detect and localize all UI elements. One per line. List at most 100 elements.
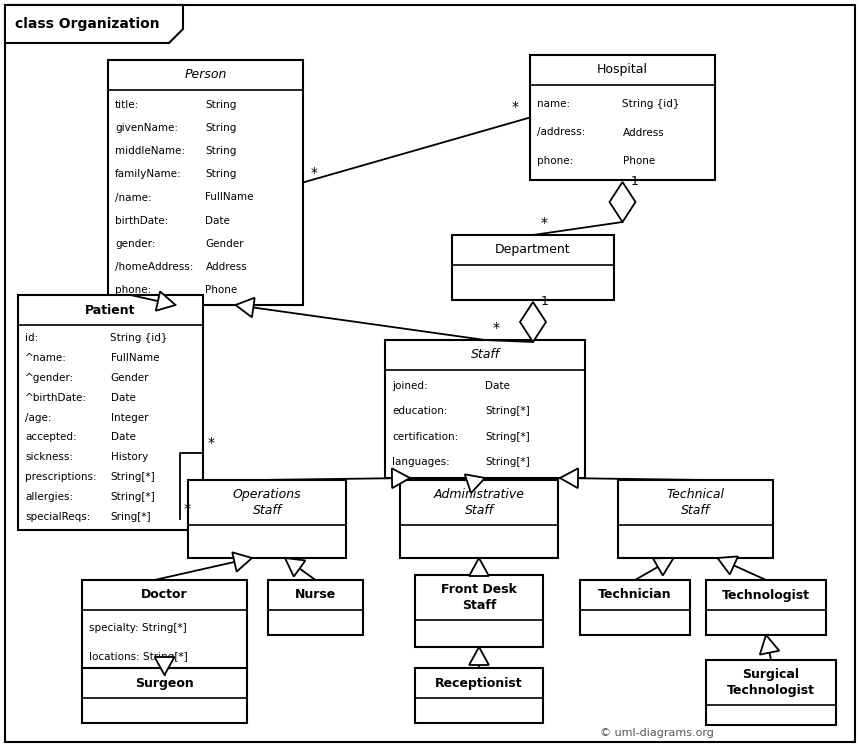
Polygon shape <box>155 657 175 675</box>
Polygon shape <box>469 647 488 665</box>
Text: id:: id: <box>25 333 38 343</box>
Polygon shape <box>464 474 485 493</box>
Text: Technologist: Technologist <box>722 589 810 601</box>
Text: Technician: Technician <box>599 589 672 601</box>
Text: ^name:: ^name: <box>25 353 67 363</box>
Text: Patient: Patient <box>85 303 136 317</box>
Bar <box>415 575 543 647</box>
Text: *: * <box>493 321 500 335</box>
Text: String[*]: String[*] <box>485 406 530 416</box>
Text: familyName:: familyName: <box>115 170 181 179</box>
Text: Date: Date <box>110 433 135 442</box>
Text: Date: Date <box>206 216 230 226</box>
Text: certification:: certification: <box>392 432 458 441</box>
Text: title:: title: <box>115 100 139 110</box>
Text: String {id}: String {id} <box>623 99 680 109</box>
Text: Address: Address <box>206 262 248 272</box>
Text: Gender: Gender <box>206 239 244 249</box>
Text: Doctor: Doctor <box>141 589 187 601</box>
Text: /age:: /age: <box>25 412 52 423</box>
Text: String[*]: String[*] <box>485 456 530 467</box>
Polygon shape <box>610 182 636 222</box>
Text: String: String <box>206 123 237 133</box>
Bar <box>108 60 303 305</box>
Text: joined:: joined: <box>392 381 427 391</box>
Text: ^gender:: ^gender: <box>25 373 74 382</box>
Text: *: * <box>184 502 191 516</box>
Bar <box>385 340 585 478</box>
Polygon shape <box>520 302 546 342</box>
Bar <box>618 480 773 558</box>
Text: String[*]: String[*] <box>110 472 156 483</box>
Text: Staff: Staff <box>470 349 500 362</box>
Text: Integer: Integer <box>110 412 148 423</box>
Polygon shape <box>717 557 738 574</box>
Text: prescriptions:: prescriptions: <box>25 472 96 483</box>
Text: Front Desk
Staff: Front Desk Staff <box>441 583 517 612</box>
Text: FullName: FullName <box>110 353 159 363</box>
Text: birthDate:: birthDate: <box>115 216 169 226</box>
Text: String: String <box>206 146 237 156</box>
Text: Receptionist: Receptionist <box>435 677 523 689</box>
Text: Nurse: Nurse <box>295 589 336 601</box>
Text: gender:: gender: <box>115 239 156 249</box>
Bar <box>580 580 690 635</box>
Polygon shape <box>760 635 779 654</box>
Text: Phone: Phone <box>623 156 654 167</box>
Text: *: * <box>512 101 519 114</box>
Polygon shape <box>232 552 252 571</box>
Text: String[*]: String[*] <box>110 492 156 502</box>
Text: /name:: /name: <box>115 193 151 202</box>
Bar <box>18 295 203 530</box>
Bar <box>82 580 247 675</box>
Text: History: History <box>110 453 148 462</box>
Text: class Organization: class Organization <box>15 17 160 31</box>
Bar <box>400 480 558 558</box>
Text: Surgical
Technologist: Surgical Technologist <box>727 668 815 697</box>
Text: locations: String[*]: locations: String[*] <box>89 651 187 662</box>
Text: Address: Address <box>623 128 664 137</box>
Text: specialReqs:: specialReqs: <box>25 512 90 522</box>
Text: ^birthDate:: ^birthDate: <box>25 393 87 403</box>
Polygon shape <box>653 558 673 575</box>
Polygon shape <box>5 5 183 43</box>
Text: String: String <box>206 100 237 110</box>
Bar <box>188 480 346 558</box>
Text: /address:: /address: <box>537 128 586 137</box>
Text: Person: Person <box>184 69 227 81</box>
Text: phone:: phone: <box>537 156 574 167</box>
Polygon shape <box>236 298 255 317</box>
Text: Date: Date <box>110 393 135 403</box>
Polygon shape <box>560 468 578 488</box>
Text: *: * <box>208 436 215 450</box>
Text: allergies:: allergies: <box>25 492 73 502</box>
Text: 1: 1 <box>541 295 549 308</box>
Bar <box>452 235 614 300</box>
Text: specialty: String[*]: specialty: String[*] <box>89 623 187 633</box>
Polygon shape <box>469 558 488 576</box>
Text: Technical
Staff: Technical Staff <box>666 488 724 517</box>
Text: Date: Date <box>485 381 510 391</box>
Text: accepted:: accepted: <box>25 433 77 442</box>
Text: Department: Department <box>495 244 571 256</box>
Text: FullName: FullName <box>206 193 254 202</box>
Polygon shape <box>156 291 175 311</box>
Text: String {id}: String {id} <box>110 333 168 343</box>
Text: © uml-diagrams.org: © uml-diagrams.org <box>600 728 714 738</box>
Bar <box>706 580 826 635</box>
Polygon shape <box>392 468 410 488</box>
Text: phone:: phone: <box>115 285 151 295</box>
Text: Gender: Gender <box>110 373 149 382</box>
Text: 1: 1 <box>630 175 638 188</box>
Bar <box>268 580 363 635</box>
Polygon shape <box>285 558 305 577</box>
Bar <box>530 55 715 180</box>
Text: Surgeon: Surgeon <box>135 677 194 689</box>
Bar <box>706 660 836 725</box>
Text: *: * <box>541 216 548 230</box>
Text: String[*]: String[*] <box>485 432 530 441</box>
Text: givenName:: givenName: <box>115 123 178 133</box>
Bar <box>415 668 543 723</box>
Text: Administrative
Staff: Administrative Staff <box>433 488 525 517</box>
Bar <box>82 668 247 723</box>
